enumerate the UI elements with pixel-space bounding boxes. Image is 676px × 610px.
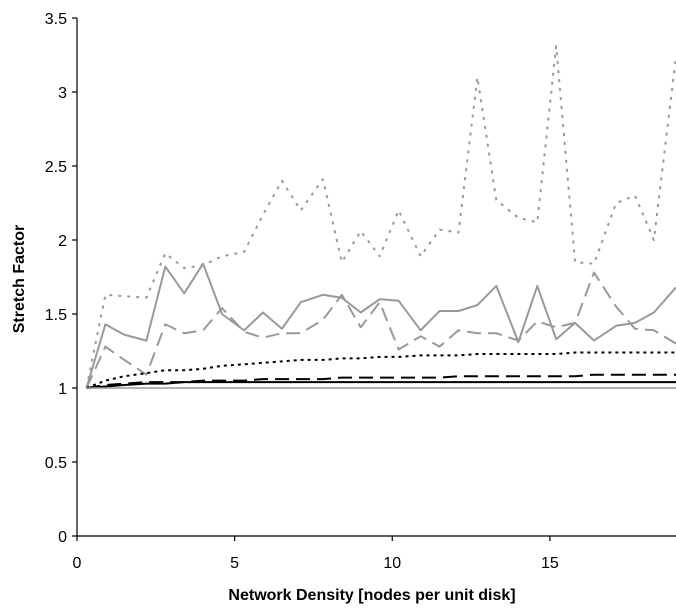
axes xyxy=(76,18,676,537)
y-tick-label: 2.5 xyxy=(45,159,67,176)
x-tick-label: 10 xyxy=(383,555,401,572)
ticks: 0 0.5 1 1.5 2 2.5 3 3.5 0 5 10 15 xyxy=(45,11,559,572)
series-lines xyxy=(85,45,676,389)
y-tick-label: 0.5 xyxy=(45,455,67,472)
y-axis-title: Stretch Factor xyxy=(11,225,28,333)
series-line-3 xyxy=(85,271,676,389)
series-line-2 xyxy=(85,262,676,389)
x-tick-label: 5 xyxy=(230,555,239,572)
series-line-4 xyxy=(86,351,676,389)
y-tick-label: 3.5 xyxy=(45,11,67,28)
y-tick-label: 1.5 xyxy=(45,307,67,324)
series-line-5 xyxy=(86,373,676,389)
x-axis-title: Network Density [nodes per unit disk] xyxy=(228,587,515,604)
x-tick-label: 0 xyxy=(73,555,82,572)
y-tick-label: 1 xyxy=(58,381,67,398)
series-line-6 xyxy=(86,381,676,389)
y-tick-label: 0 xyxy=(58,529,67,546)
x-tick-label: 15 xyxy=(541,555,559,572)
y-tick-label: 3 xyxy=(58,85,67,102)
series-line-1 xyxy=(85,45,676,389)
y-tick-label: 2 xyxy=(58,233,67,250)
